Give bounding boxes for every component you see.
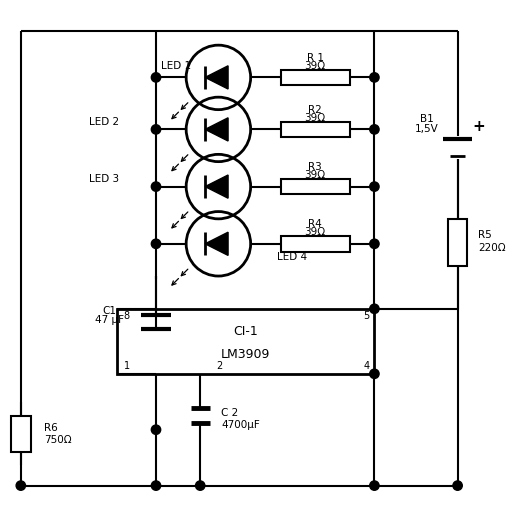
Circle shape — [151, 182, 161, 191]
Text: C 2: C 2 — [221, 408, 238, 418]
Text: 1: 1 — [124, 361, 130, 371]
Text: C1: C1 — [102, 307, 116, 316]
Polygon shape — [205, 232, 228, 255]
Text: 5: 5 — [363, 311, 369, 321]
Text: LM3909: LM3909 — [221, 348, 270, 361]
Circle shape — [370, 304, 379, 313]
Text: B1: B1 — [420, 114, 433, 124]
Bar — [448, 219, 467, 266]
Text: 47 μF: 47 μF — [95, 315, 124, 325]
Circle shape — [151, 425, 161, 434]
Bar — [11, 416, 31, 452]
Text: R 1: R 1 — [307, 52, 323, 63]
Text: 4700μF: 4700μF — [221, 420, 260, 430]
Text: 750Ω: 750Ω — [44, 435, 72, 445]
Text: 39Ω: 39Ω — [305, 170, 326, 180]
Bar — [281, 122, 349, 137]
Circle shape — [151, 73, 161, 82]
Text: 2: 2 — [216, 361, 222, 371]
Text: R6: R6 — [44, 423, 58, 433]
Circle shape — [196, 481, 205, 490]
Polygon shape — [205, 118, 228, 141]
Text: +: + — [472, 119, 485, 134]
Bar — [281, 236, 349, 252]
Text: LED 2: LED 2 — [89, 117, 119, 127]
Bar — [281, 70, 349, 85]
Bar — [117, 309, 374, 374]
Text: 1,5V: 1,5V — [414, 124, 438, 134]
Text: 39Ω: 39Ω — [305, 113, 326, 123]
Text: LED 1: LED 1 — [161, 61, 191, 71]
Polygon shape — [205, 175, 228, 198]
Circle shape — [370, 481, 379, 490]
Circle shape — [16, 481, 25, 490]
Text: LED 4: LED 4 — [277, 252, 307, 262]
Text: R5: R5 — [478, 230, 492, 239]
Circle shape — [151, 125, 161, 134]
Circle shape — [370, 239, 379, 248]
Circle shape — [151, 481, 161, 490]
Text: LED 3: LED 3 — [89, 174, 119, 184]
Text: R4: R4 — [308, 219, 322, 229]
Circle shape — [370, 73, 379, 82]
Circle shape — [453, 481, 462, 490]
Text: 39Ω: 39Ω — [305, 61, 326, 71]
Text: 39Ω: 39Ω — [305, 227, 326, 237]
Circle shape — [151, 239, 161, 248]
Text: R3: R3 — [308, 162, 322, 172]
Text: CI-1: CI-1 — [233, 325, 258, 338]
Text: R2: R2 — [308, 105, 322, 115]
Circle shape — [370, 182, 379, 191]
Circle shape — [370, 369, 379, 378]
Polygon shape — [205, 66, 228, 89]
Text: 220Ω: 220Ω — [478, 243, 506, 253]
Bar — [281, 179, 349, 194]
Text: 8: 8 — [124, 311, 130, 321]
Circle shape — [370, 125, 379, 134]
Text: 4: 4 — [363, 361, 369, 371]
